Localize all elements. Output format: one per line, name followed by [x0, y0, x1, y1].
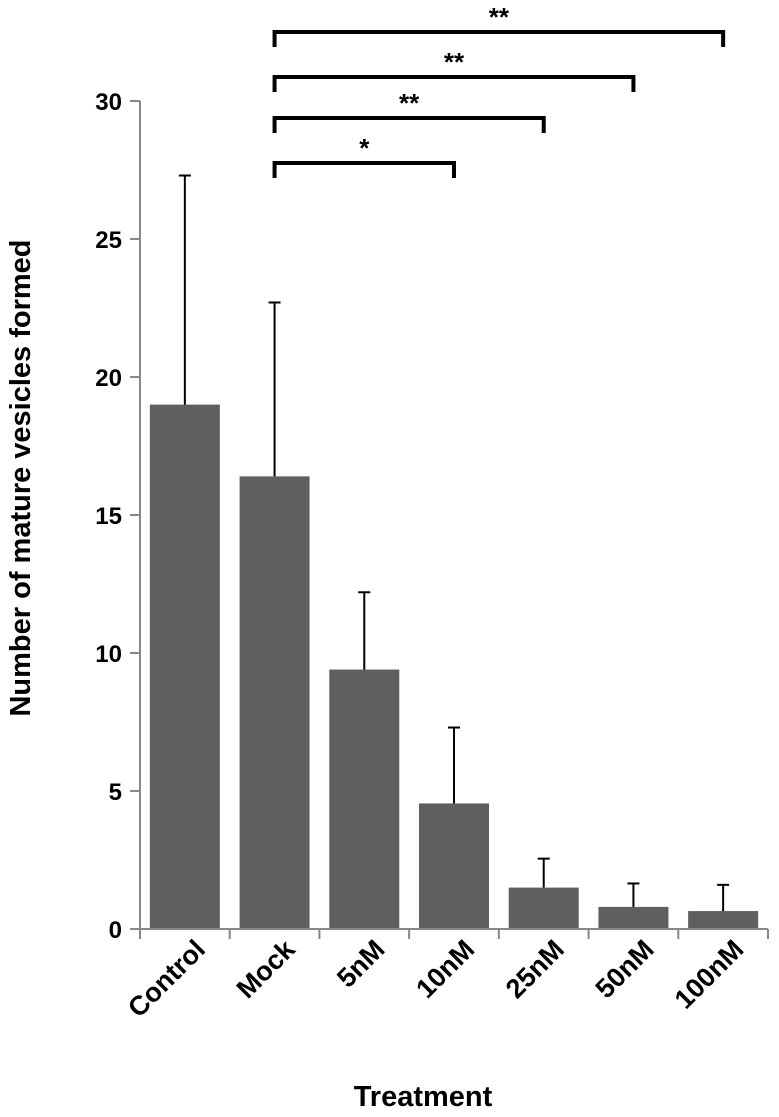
x-tick-label: 5nM: [331, 934, 390, 993]
error-bars-group: [178, 174, 730, 912]
y-tick-label: 25: [95, 227, 122, 254]
y-tick-label: 5: [109, 779, 122, 806]
significance-bracket: [272, 116, 546, 133]
bar-control: [149, 404, 220, 930]
significance-label: **: [489, 2, 510, 32]
x-tick-label: 10nM: [410, 934, 480, 1004]
bar-25nm: [508, 887, 579, 929]
significance-group: *******: [272, 2, 726, 178]
y-tick-label: 30: [95, 89, 122, 116]
y-tick-label: 20: [95, 365, 122, 392]
x-tick-label: 50nM: [590, 934, 660, 1004]
significance-bracket: [272, 75, 636, 92]
x-tick-label: 25nM: [500, 934, 570, 1004]
y-tick-label: 10: [95, 641, 122, 668]
y-tick-label: 0: [109, 917, 122, 944]
significance-label: **: [444, 47, 465, 77]
x-tick-label: Mock: [231, 933, 302, 1004]
bar-10nm: [419, 803, 489, 929]
bar-100nm: [688, 911, 759, 929]
x-tick-label: 100nM: [669, 934, 750, 1015]
y-axis-title: Number of mature vesicles formed: [5, 239, 37, 716]
bar-50nm: [598, 906, 669, 929]
bars-group: [149, 404, 759, 930]
significance-bracket: [272, 30, 726, 47]
bar-5nm: [329, 669, 400, 929]
x-axis-title: Treatment: [354, 1081, 493, 1113]
x-tick-label: Control: [122, 934, 211, 1023]
significance-label: **: [399, 88, 420, 118]
y-tick-label: 15: [95, 503, 122, 530]
significance-bracket: [272, 161, 456, 178]
significance-label: *: [359, 133, 370, 163]
bar-mock: [239, 476, 310, 929]
